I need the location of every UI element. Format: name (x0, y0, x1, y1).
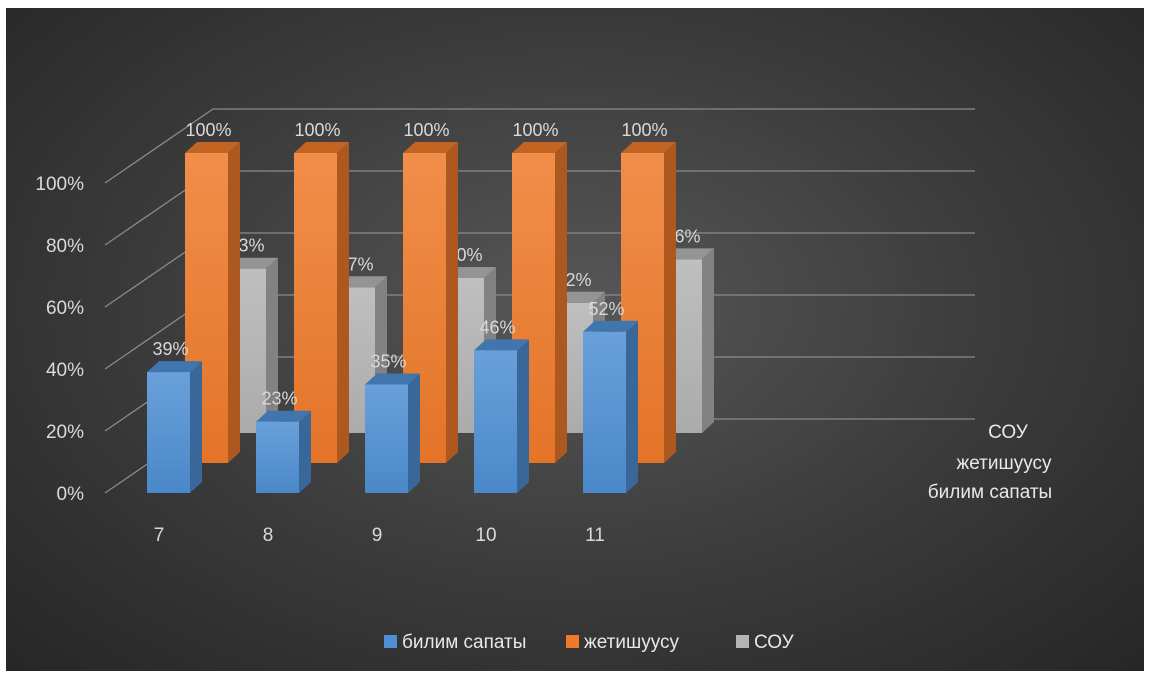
bar-side-1-2 (446, 142, 458, 463)
y-tick-label-3: 60% (46, 298, 84, 319)
bar-side-1-3 (555, 142, 567, 463)
depth-axis-label-2: билим сапаты (928, 482, 1052, 503)
data-label-0-1: 23% (261, 389, 297, 409)
bar-side-0-0 (190, 361, 202, 493)
y-tick-label-4: 80% (46, 236, 84, 257)
bar-0-2 (365, 385, 408, 494)
x-tick-label-2: 9 (372, 525, 383, 546)
bar-side-0-2 (408, 374, 420, 494)
data-label-0-4: 52% (588, 299, 624, 319)
data-label-1-4: 100% (621, 120, 667, 140)
legend-label-2: СОУ (754, 632, 795, 653)
legend-swatch-2 (736, 635, 749, 648)
bar-side-0-4 (626, 321, 638, 493)
bar-side-1-0 (228, 142, 240, 463)
bar-0-3 (474, 350, 517, 493)
legend-label-0: билим сапаты (402, 632, 526, 653)
x-tick-label-1: 8 (263, 525, 274, 546)
data-label-0-3: 46% (479, 317, 515, 337)
bar-side-0-3 (517, 339, 529, 493)
y-tick-label-2: 40% (46, 360, 84, 381)
bar-side-2-4 (702, 248, 714, 433)
y-tick-label-1: 20% (46, 422, 84, 443)
bar-side-1-4 (664, 142, 676, 463)
depth-axis-label-1: жетишуусу (957, 453, 1052, 474)
x-tick-label-3: 10 (475, 525, 496, 546)
y-tick-label-0: 0% (57, 484, 85, 505)
data-label-1-3: 100% (512, 120, 558, 140)
bar-0-0 (147, 372, 190, 493)
legend-swatch-1 (566, 635, 579, 648)
data-label-1-0: 100% (185, 120, 231, 140)
data-label-1-2: 100% (403, 120, 449, 140)
bar-0-4 (583, 332, 626, 493)
bar-side-1-1 (337, 142, 349, 463)
y-tick-label-5: 100% (35, 174, 84, 195)
depth-axis-label-0: СОУ (988, 422, 1029, 443)
legend-swatch-0 (384, 635, 397, 648)
bar-side-0-1 (299, 411, 311, 493)
data-label-0-0: 39% (152, 339, 188, 359)
bar-0-1 (256, 422, 299, 493)
legend-label-1: жетишуусу (584, 632, 679, 653)
x-tick-label-0: 7 (154, 525, 165, 546)
x-tick-label-4: 11 (585, 525, 605, 546)
data-label-0-2: 35% (370, 352, 406, 372)
data-label-1-1: 100% (294, 120, 340, 140)
